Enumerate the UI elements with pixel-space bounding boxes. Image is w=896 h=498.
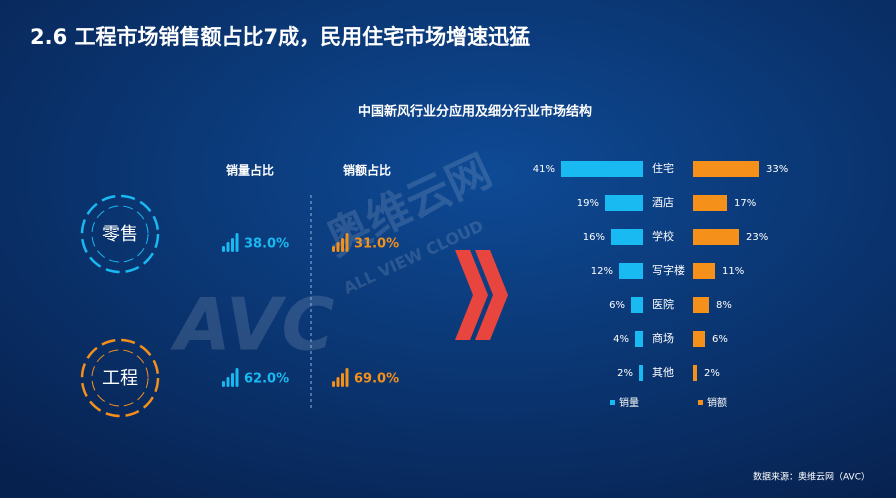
bar <box>639 365 643 381</box>
icon-bar <box>235 233 239 252</box>
bar <box>605 195 643 211</box>
category-label: 住宅 <box>652 161 674 175</box>
icon-bar <box>341 373 344 387</box>
icon-bar <box>332 246 335 252</box>
value-label: 2% <box>704 368 720 379</box>
bar <box>693 365 697 381</box>
icon-bar <box>231 238 234 252</box>
bar <box>635 331 643 347</box>
value-label: 8% <box>716 300 732 311</box>
bar <box>611 229 643 245</box>
legend-swatch <box>610 400 615 405</box>
value-label: 12% <box>591 266 613 277</box>
value-label: 2% <box>617 368 633 379</box>
source-note: 数据来源：奥维云网（AVC） <box>753 471 870 483</box>
bar <box>693 161 759 177</box>
value-label: 23% <box>746 232 768 243</box>
chart-title: 中国新风行业分应用及细分行业市场结构 <box>358 104 592 120</box>
bar <box>693 263 715 279</box>
retail-badge: 零售 <box>80 194 160 274</box>
value-label: 33% <box>766 164 788 175</box>
bar <box>693 297 709 313</box>
ring <box>91 205 149 263</box>
bar <box>693 229 739 245</box>
icon-bar <box>235 368 239 387</box>
channel-label: 工程 <box>102 368 138 389</box>
value-label: 11% <box>722 266 744 277</box>
column-header: 销额占比 <box>343 163 391 178</box>
icon-bar <box>336 377 340 387</box>
icon-bar <box>231 373 234 387</box>
category-label: 商场 <box>652 331 674 345</box>
project-badge: 工程 <box>80 338 160 418</box>
bar <box>693 195 727 211</box>
icon-bar <box>345 233 349 252</box>
value-label: 6% <box>712 334 728 345</box>
column-header: 销量占比 <box>226 163 274 178</box>
icon-bar <box>222 381 225 387</box>
bar <box>631 297 643 313</box>
watermark-logo: AVC <box>170 283 335 367</box>
category-label: 医院 <box>652 297 674 311</box>
bar <box>619 263 643 279</box>
value-label: 19% <box>577 198 599 209</box>
icon-bar <box>336 242 340 252</box>
category-label: 其他 <box>652 366 674 379</box>
value-label: 6% <box>609 300 625 311</box>
share-value: 62.0% <box>244 372 289 387</box>
icon-bar <box>341 238 344 252</box>
chevron <box>475 250 508 340</box>
icon-bar <box>222 246 225 252</box>
share-value: 69.0% <box>354 372 399 387</box>
arrows <box>455 250 508 340</box>
icon-bar <box>226 242 230 252</box>
channel-label: 零售 <box>102 224 138 245</box>
share-value: 38.0% <box>244 237 289 252</box>
legend-label: 销额 <box>707 396 727 409</box>
icon-bar <box>332 381 335 387</box>
value-label: 4% <box>613 334 629 345</box>
chevron <box>455 250 488 340</box>
value-label: 17% <box>734 198 756 209</box>
category-label: 酒店 <box>652 195 674 209</box>
category-label: 学校 <box>652 229 674 243</box>
ring <box>91 349 149 407</box>
legend-swatch <box>698 400 703 405</box>
ring <box>80 338 160 418</box>
ring <box>80 194 160 274</box>
bar <box>693 331 705 347</box>
icon-bar <box>226 377 230 387</box>
category-label: 写字楼 <box>652 263 685 277</box>
value-label: 41% <box>533 164 555 175</box>
legend-label: 销量 <box>619 396 639 409</box>
share-value: 31.0% <box>354 237 399 252</box>
icon-bar <box>345 368 349 387</box>
slide-title: 2.6 工程市场销售额占比7成，民用住宅市场增速迅猛 <box>30 25 530 49</box>
value-label: 16% <box>583 232 605 243</box>
bar <box>561 161 643 177</box>
